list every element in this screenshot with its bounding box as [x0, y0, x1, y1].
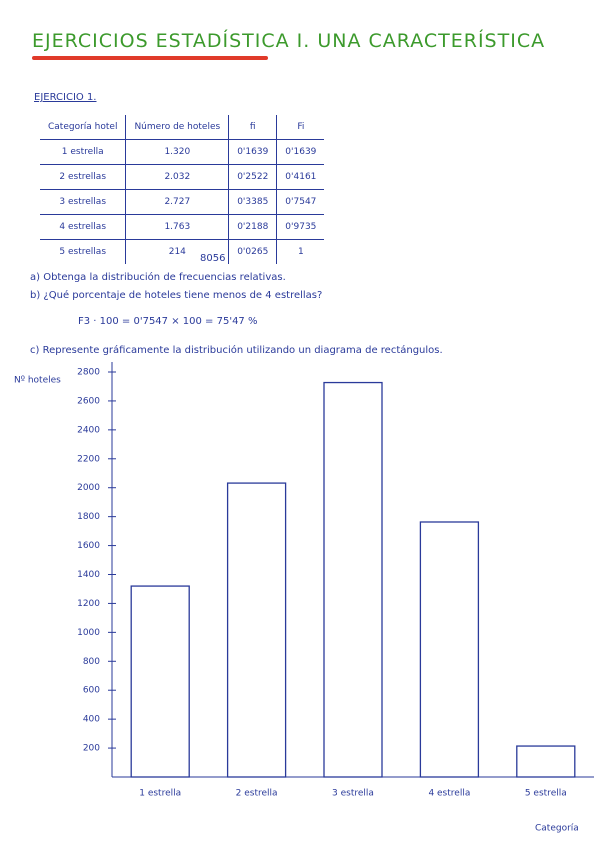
y-tick-label: 2200 [77, 454, 100, 464]
question-c: c) Represente gráficamente la distribuci… [30, 345, 443, 356]
x-tick-label: 5 estrella [525, 789, 567, 799]
table-cell: 2 estrellas [40, 164, 126, 190]
x-tick-label: 4 estrella [428, 789, 470, 799]
table-cell: 2.032 [125, 164, 229, 190]
table-cell: 0'2522 [228, 164, 277, 190]
y-tick-label: 1400 [77, 570, 100, 580]
answer-b: F3 · 100 = 0'7547 × 100 = 75'47 % [78, 316, 258, 327]
table-cell: 0'2188 [228, 214, 277, 240]
y-tick-label: 400 [83, 715, 100, 725]
table-cell: 1 [276, 239, 325, 264]
header-cell: Categoría hotel [40, 115, 126, 140]
table-row: 2 estrellas 2.032 0'2522 0'4161 [40, 164, 325, 190]
y-tick-label: 200 [83, 744, 100, 754]
table-cell: 0'4161 [276, 164, 325, 190]
table-cell: 3 estrellas [40, 189, 126, 215]
frequency-table: Categoría hotel Número de hoteles fi Fi 1 es… [40, 115, 325, 264]
table-cell: 0'7547 [276, 189, 325, 215]
header-cell: Fi [276, 115, 325, 140]
y-tick-label: 2800 [77, 368, 100, 378]
y-tick-label: 800 [83, 657, 100, 667]
title-underline [32, 56, 268, 60]
table-row: 5 estrellas 214 0'0265 1 [40, 239, 325, 264]
bar [226, 482, 287, 778]
x-tick-label: 2 estrella [236, 789, 278, 799]
y-tick-label: 1200 [77, 599, 100, 609]
table-cell: 0'1639 [228, 139, 277, 165]
table-cell: 0'3385 [228, 189, 277, 215]
table-total: 8056 [200, 253, 226, 264]
y-tick-label: 2400 [77, 425, 100, 435]
bar [323, 381, 383, 778]
bar [130, 585, 190, 778]
title: EJERCICIOS ESTADÍSTICA I. UNA CARACTERÍS… [32, 30, 546, 52]
table-cell: 0'0265 [228, 239, 277, 264]
table-cell: 5 estrellas [40, 239, 126, 264]
x-tick-label: 1 estrella [139, 789, 181, 799]
y-axis-label: Nº hoteles [14, 376, 61, 386]
bar [516, 745, 576, 778]
x-axis-label: Categoría [535, 824, 579, 834]
exercise-label: EJERCICIO 1. [34, 92, 97, 103]
question-b: b) ¿Qué porcentaje de hoteles tiene meno… [30, 290, 323, 301]
y-tick-label: 1000 [77, 628, 100, 638]
y-tick-label: 1800 [77, 512, 100, 522]
header-row: Categoría hotel Número de hoteles fi Fi [40, 115, 325, 140]
table-cell: 4 estrellas [40, 214, 126, 240]
table-row: 1 estrella 1.320 0'1639 0'1639 [40, 139, 325, 165]
x-tick-label: 3 estrella [332, 789, 374, 799]
y-tick-label: 1600 [77, 541, 100, 551]
table-row: 4 estrellas 1.763 0'2188 0'9735 [40, 214, 325, 240]
y-tick-label: 600 [83, 686, 100, 696]
table-cell: 0'1639 [276, 139, 325, 165]
table-cell: 214 [125, 239, 229, 264]
table-row: 3 estrellas 2.727 0'3385 0'7547 [40, 189, 325, 215]
table-cell: 2.727 [125, 189, 229, 215]
table-cell: 1.763 [125, 214, 229, 240]
y-tick-label: 2000 [77, 483, 100, 493]
y-tick-label: 2600 [77, 396, 100, 406]
table-cell: 0'9735 [276, 214, 325, 240]
question-a: a) Obtenga la distribución de frecuencia… [30, 272, 286, 283]
table-cell: 1 estrella [40, 139, 126, 165]
bar [419, 521, 480, 778]
table-cell: 1.320 [125, 139, 229, 165]
